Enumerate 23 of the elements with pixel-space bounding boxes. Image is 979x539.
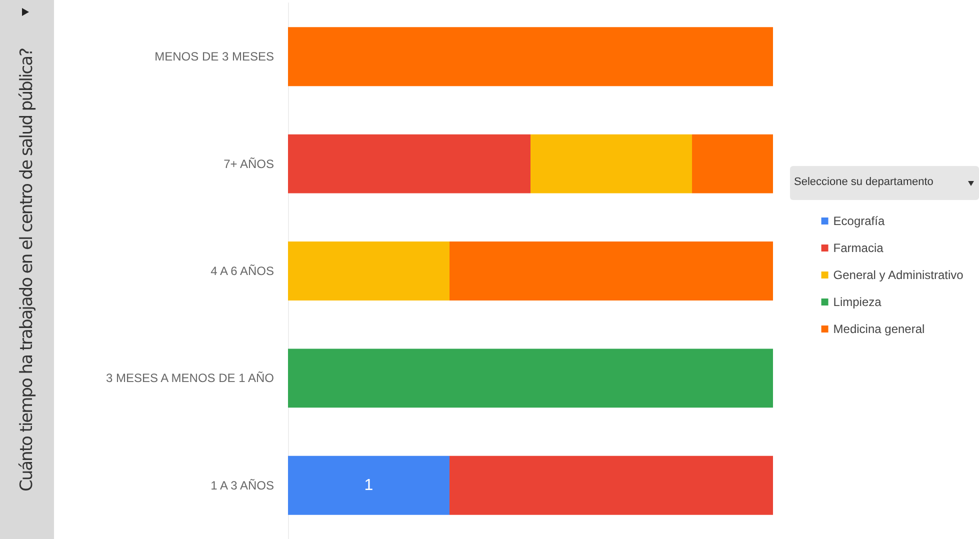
legend-label: Limpieza (833, 295, 882, 309)
bar (288, 242, 450, 300)
legend-label: Farmacia (833, 241, 884, 255)
legend-label: Ecografía (833, 214, 885, 228)
legend-label: General y Administrativo (833, 268, 964, 282)
y-tick-label: 1 A 3 AÑOS (210, 478, 274, 492)
bar (288, 456, 450, 515)
y-tick-label: 3 MESES A MENOS DE 1 AÑO (106, 371, 274, 386)
bar (288, 27, 773, 86)
dropdown-field: Seleccione su departamento (790, 166, 979, 200)
legend-title: Seleccione su departamento (794, 176, 934, 188)
y-axis-title: Cuánto tiempo ha trabajado en el centro de salud pública? (17, 48, 37, 492)
y-tick-label: MENOS DE 3 MESES (154, 50, 274, 64)
y-tick-label: 4 A 6 AÑOS (210, 264, 274, 278)
bar (450, 456, 773, 515)
bar (530, 134, 692, 194)
y-tick-label: 7+ AÑOS (224, 156, 274, 171)
bar (288, 134, 530, 194)
legend-label: Medicina general (833, 322, 925, 336)
bar (450, 242, 773, 300)
bar (692, 134, 773, 194)
annotation: 1 (364, 476, 374, 494)
bar (288, 348, 773, 408)
